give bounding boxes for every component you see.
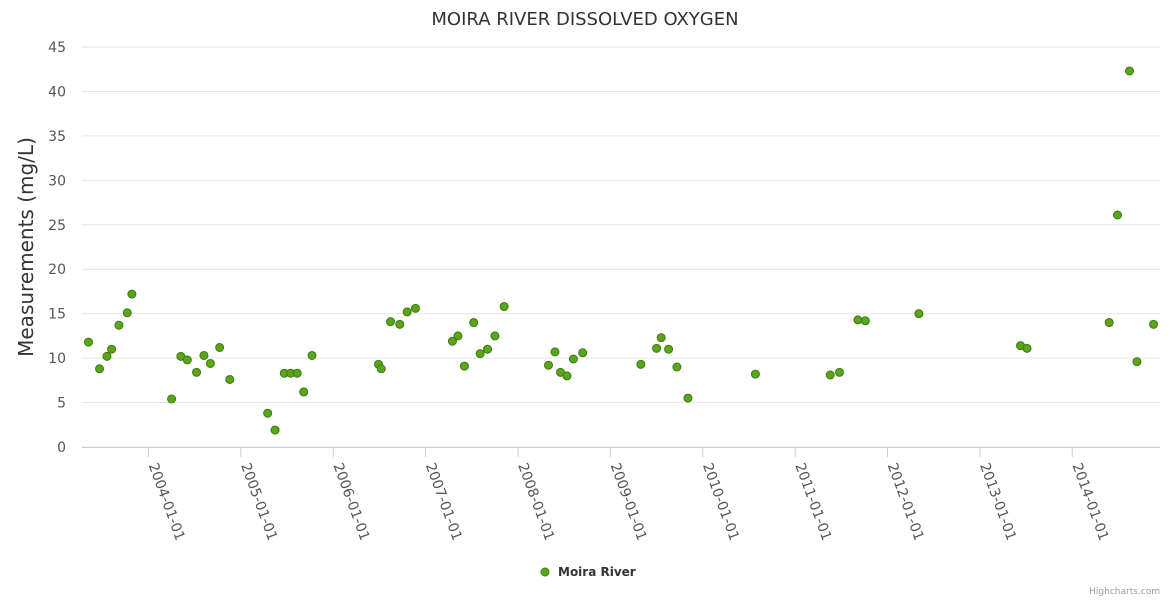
data-point[interactable] [127,289,137,299]
data-point[interactable] [652,343,662,353]
data-point[interactable] [167,394,177,404]
y-tick-label: 15 [48,307,66,323]
data-point[interactable] [1125,66,1135,76]
data-point[interactable] [299,387,309,397]
data-point[interactable] [122,308,132,318]
y-tick-label: 5 [57,396,66,412]
data-point[interactable] [459,361,469,371]
data-point[interactable] [376,364,386,374]
data-point[interactable] [447,336,457,346]
y-tick-label: 10 [48,351,66,367]
data-point[interactable] [402,307,412,317]
data-point[interactable] [636,359,646,369]
data-point[interactable] [483,344,493,354]
data-point[interactable] [853,315,863,325]
data-point[interactable] [490,331,500,341]
data-point[interactable] [215,342,225,352]
data-point[interactable] [192,367,202,377]
data-point[interactable] [83,337,93,347]
data-point[interactable] [656,333,666,343]
data-point[interactable] [499,302,509,312]
chart-title: MOIRA RIVER DISSOLVED OXYGEN [431,9,738,30]
data-point[interactable] [1104,318,1114,328]
data-point[interactable] [860,316,870,326]
data-point[interactable] [1022,343,1032,353]
data-point[interactable] [270,425,280,435]
data-point[interactable] [1113,210,1123,220]
y-tick-label: 30 [48,173,66,189]
data-point[interactable] [1132,357,1142,367]
legend[interactable]: Moira River [540,565,636,579]
y-axis-label: Measurements (mg/L) [14,137,38,357]
data-point[interactable] [182,355,192,365]
data-point[interactable] [102,351,112,361]
credit-link[interactable]: Highcharts.com [1089,587,1160,597]
y-axis-ticks: 0 5 10 15 20 25 30 35 40 45 [48,40,66,456]
data-point[interactable] [307,350,317,360]
y-tick-label: 35 [48,129,66,145]
y-tick-label: 45 [48,40,66,56]
data-point[interactable] [225,374,235,384]
series-moira-river[interactable] [83,66,1159,435]
data-point[interactable] [1149,319,1159,329]
data-point[interactable] [550,347,560,357]
data-point[interactable] [114,320,124,330]
data-point[interactable] [199,350,209,360]
data-point[interactable] [95,364,105,374]
legend-item-moira-river[interactable]: Moira River [558,565,636,579]
y-tick-label: 20 [48,262,66,278]
data-point[interactable] [453,331,463,341]
data-point[interactable] [469,318,479,328]
data-point[interactable] [834,367,844,377]
data-point[interactable] [578,348,588,358]
y-tick-label: 40 [48,84,66,100]
data-point[interactable] [672,362,682,372]
y-tick-label: 25 [48,218,66,234]
data-point[interactable] [568,354,578,364]
y-tick-label: 0 [57,440,66,456]
legend-marker-icon[interactable] [540,567,550,577]
data-point[interactable] [205,358,215,368]
grid-lines [82,46,1160,448]
data-point[interactable] [914,309,924,319]
data-point[interactable] [543,360,553,370]
data-point[interactable] [683,393,693,403]
data-point[interactable] [562,371,572,381]
data-point[interactable] [750,369,760,379]
data-point[interactable] [825,370,835,380]
data-point[interactable] [263,408,273,418]
data-point[interactable] [395,319,405,329]
data-point[interactable] [107,344,117,354]
data-point[interactable] [475,349,485,359]
data-point[interactable] [386,317,396,327]
data-point[interactable] [664,344,674,354]
data-point[interactable] [292,368,302,378]
data-point[interactable] [410,303,420,313]
